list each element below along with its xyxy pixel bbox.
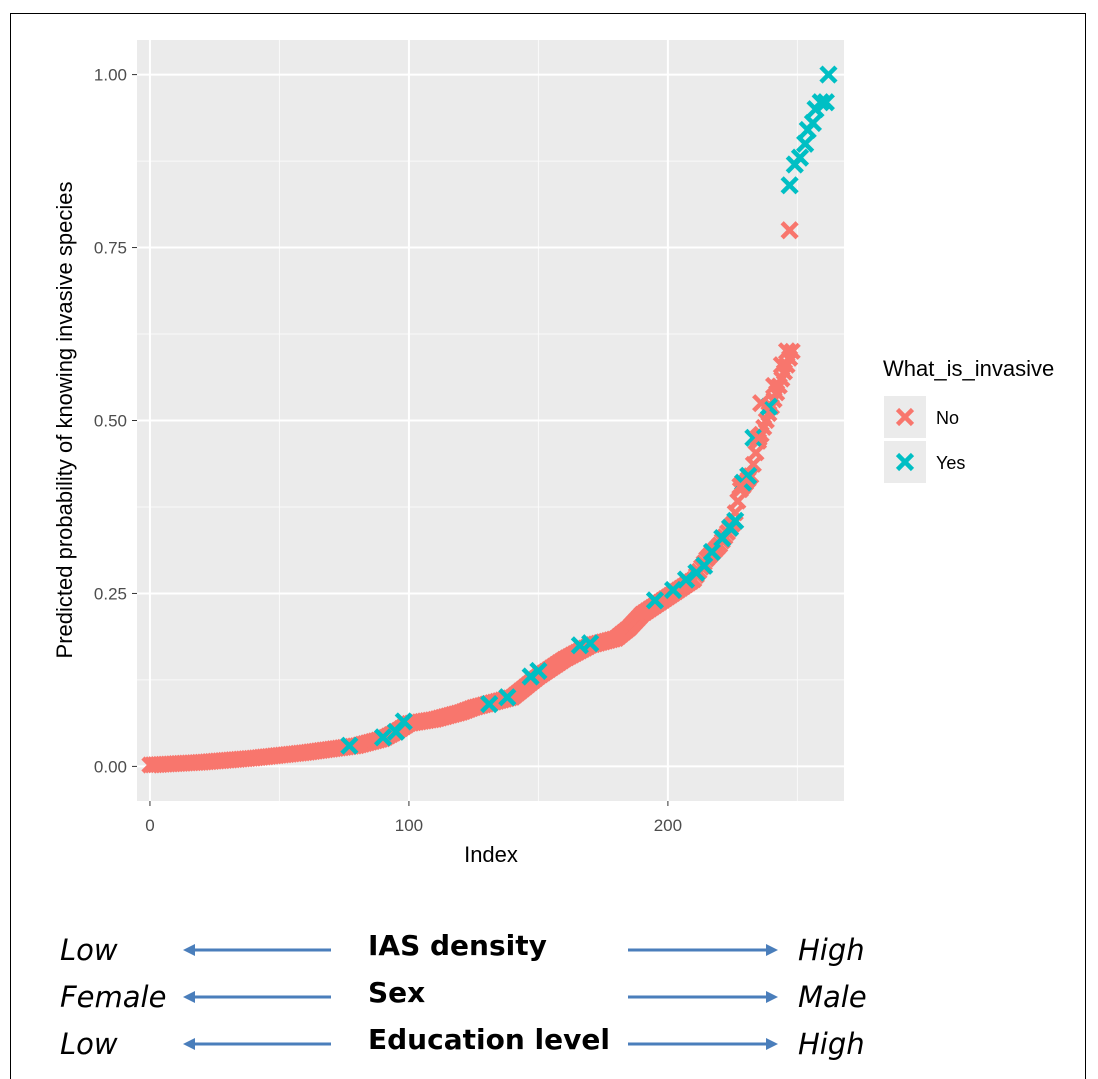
point-no xyxy=(783,342,801,360)
left-arrow-icon xyxy=(183,991,331,1003)
y-axis-ticks: 0.00 0.25 0.50 0.75 1.00 xyxy=(94,66,137,776)
point-yes xyxy=(790,148,810,167)
factor-high-label: High xyxy=(798,933,865,967)
point-no xyxy=(772,356,791,375)
legend: What_is_invasive No Yes xyxy=(883,356,1054,483)
point-no xyxy=(749,428,768,447)
factor-high-label: High xyxy=(798,1027,865,1061)
point-yes xyxy=(819,65,838,84)
point-no xyxy=(731,477,750,496)
x-axis-ticks: 0 100 200 xyxy=(145,801,682,835)
point-yes xyxy=(340,736,359,755)
point-yes xyxy=(645,591,665,610)
scatter-chart: 0 100 200 0.00 0.25 0.50 0.75 1.00 Index Predi… xyxy=(52,40,1054,867)
point-yes xyxy=(695,556,714,575)
y-tick-label: 0.75 xyxy=(94,239,127,258)
factor-name: Sex xyxy=(368,976,426,1009)
factor-low-label: Low xyxy=(60,1027,118,1061)
point-yes xyxy=(726,511,745,530)
factor-row: Low IAS density High xyxy=(0,929,1098,970)
series-points xyxy=(340,65,838,755)
point-yes xyxy=(529,661,548,681)
point-no xyxy=(752,394,771,413)
figure-frame xyxy=(10,13,1086,1079)
point-no xyxy=(764,376,784,396)
point-no xyxy=(729,492,747,510)
factor-low-label: Female xyxy=(60,980,167,1014)
point-no xyxy=(744,455,762,473)
factor-name: IAS density xyxy=(368,929,547,962)
left-arrow-icon xyxy=(183,1038,331,1050)
legend-title: What_is_invasive xyxy=(883,356,1054,381)
legend-marker xyxy=(895,407,915,427)
point-yes xyxy=(780,176,799,195)
x-axis-title: Index xyxy=(464,842,518,867)
right-arrow-icon xyxy=(628,944,778,956)
point-no xyxy=(777,342,797,361)
factor-legend: Low IAS density High Female Sex Male Low Educat… xyxy=(0,929,1098,1070)
point-yes xyxy=(744,428,763,447)
point-yes xyxy=(676,570,696,589)
x-tick-label: 0 xyxy=(145,816,154,835)
x-tick-label: 100 xyxy=(395,816,423,835)
right-arrow-icon xyxy=(628,1038,778,1050)
y-axis-title: Predicted probability of knowing invasiv… xyxy=(52,182,77,659)
point-yes xyxy=(394,712,413,731)
point-yes xyxy=(581,634,600,653)
left-arrow-icon xyxy=(183,944,331,956)
factor-low-label: Low xyxy=(60,933,118,967)
right-arrow-icon xyxy=(628,991,778,1003)
point-yes xyxy=(702,542,722,562)
legend-label: Yes xyxy=(936,453,965,473)
point-no xyxy=(747,444,765,462)
factor-high-label: Male xyxy=(798,980,867,1014)
point-yes xyxy=(480,695,499,714)
point-yes xyxy=(811,93,830,112)
factor-row: Low Education level High xyxy=(0,1023,1098,1064)
factor-row: Female Sex Male xyxy=(0,976,1098,1017)
y-tick-label: 0.00 xyxy=(94,757,127,776)
factor-name: Education level xyxy=(368,1023,610,1056)
point-no xyxy=(780,221,799,240)
major-gridlines xyxy=(137,40,844,801)
point-yes xyxy=(816,93,835,112)
point-yes xyxy=(498,688,517,707)
legend-label: No xyxy=(936,408,959,428)
x-tick-label: 200 xyxy=(654,816,682,835)
y-tick-label: 0.50 xyxy=(94,412,127,431)
point-yes xyxy=(373,728,393,747)
point-yes xyxy=(796,134,815,153)
legend-marker xyxy=(895,452,915,472)
y-tick-label: 0.25 xyxy=(94,584,127,603)
point-yes xyxy=(803,113,823,133)
y-tick-label: 1.00 xyxy=(94,66,127,85)
